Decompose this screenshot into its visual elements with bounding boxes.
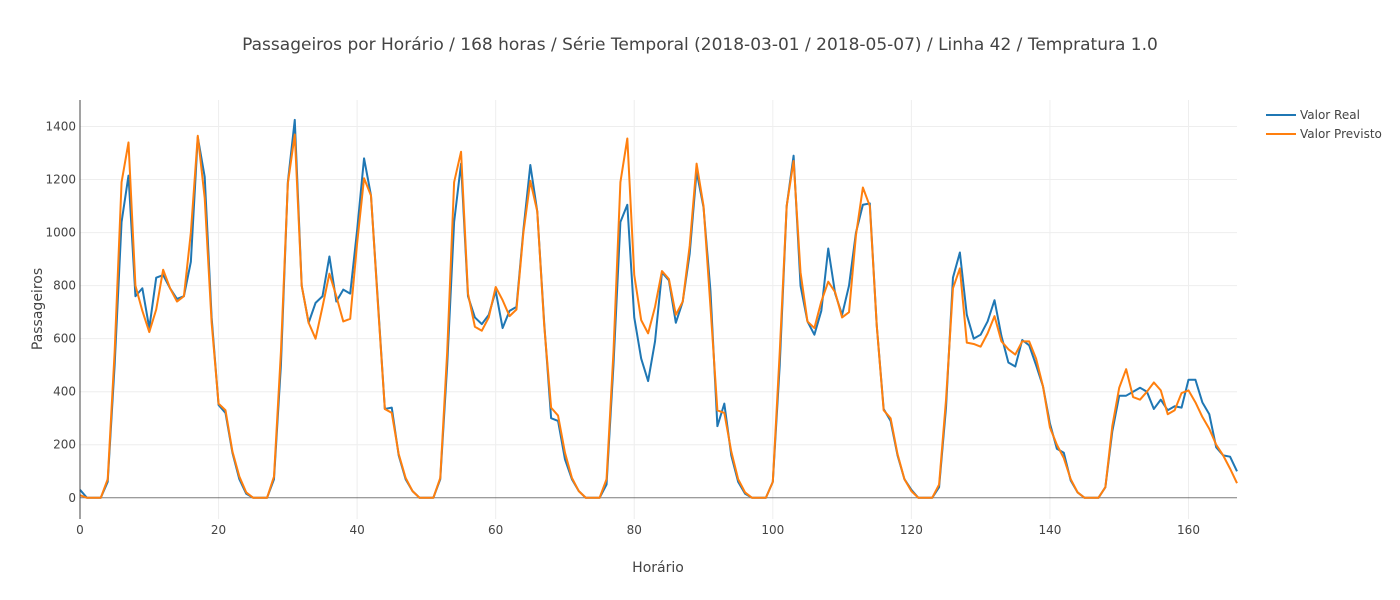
y-axis-ticks: 0 200 400 600 800 1000 1200 1400	[45, 120, 76, 505]
x-axis-title: Horário	[632, 560, 684, 576]
x-tick-label: 80	[627, 523, 642, 537]
x-tick-label: 160	[1177, 523, 1200, 537]
legend: Valor Real Valor Previsto	[1266, 108, 1382, 141]
plot-area	[79, 100, 1238, 519]
x-tick-label: 120	[900, 523, 923, 537]
y-tick-label: 800	[53, 279, 76, 293]
x-tick-label: 140	[1038, 523, 1061, 537]
y-axis-title: Passageiros	[30, 268, 46, 350]
x-tick-label: 100	[761, 523, 784, 537]
chart-title: Passageiros por Horário / 168 horas / Sé…	[242, 35, 1158, 55]
legend-label: Valor Real	[1300, 108, 1360, 122]
x-tick-label: 60	[488, 523, 503, 537]
series-line-valor-real	[79, 118, 1238, 499]
y-tick-label: 600	[53, 332, 76, 346]
y-tick-label: 1400	[45, 120, 76, 134]
series-line-valor-previsto	[79, 133, 1238, 499]
x-tick-label: 0	[76, 523, 84, 537]
series-lines	[79, 118, 1238, 499]
y-tick-label: 1000	[45, 226, 76, 240]
y-tick-label: 0	[68, 491, 76, 505]
x-axis-ticks: 0 20 40 60 80 100 120 140 160	[76, 523, 1200, 537]
y-tick-label: 200	[53, 438, 76, 452]
y-tick-label: 1200	[45, 173, 76, 187]
x-tick-label: 20	[211, 523, 226, 537]
x-tick-label: 40	[349, 523, 364, 537]
legend-label: Valor Previsto	[1300, 127, 1382, 141]
y-tick-label: 400	[53, 385, 76, 399]
